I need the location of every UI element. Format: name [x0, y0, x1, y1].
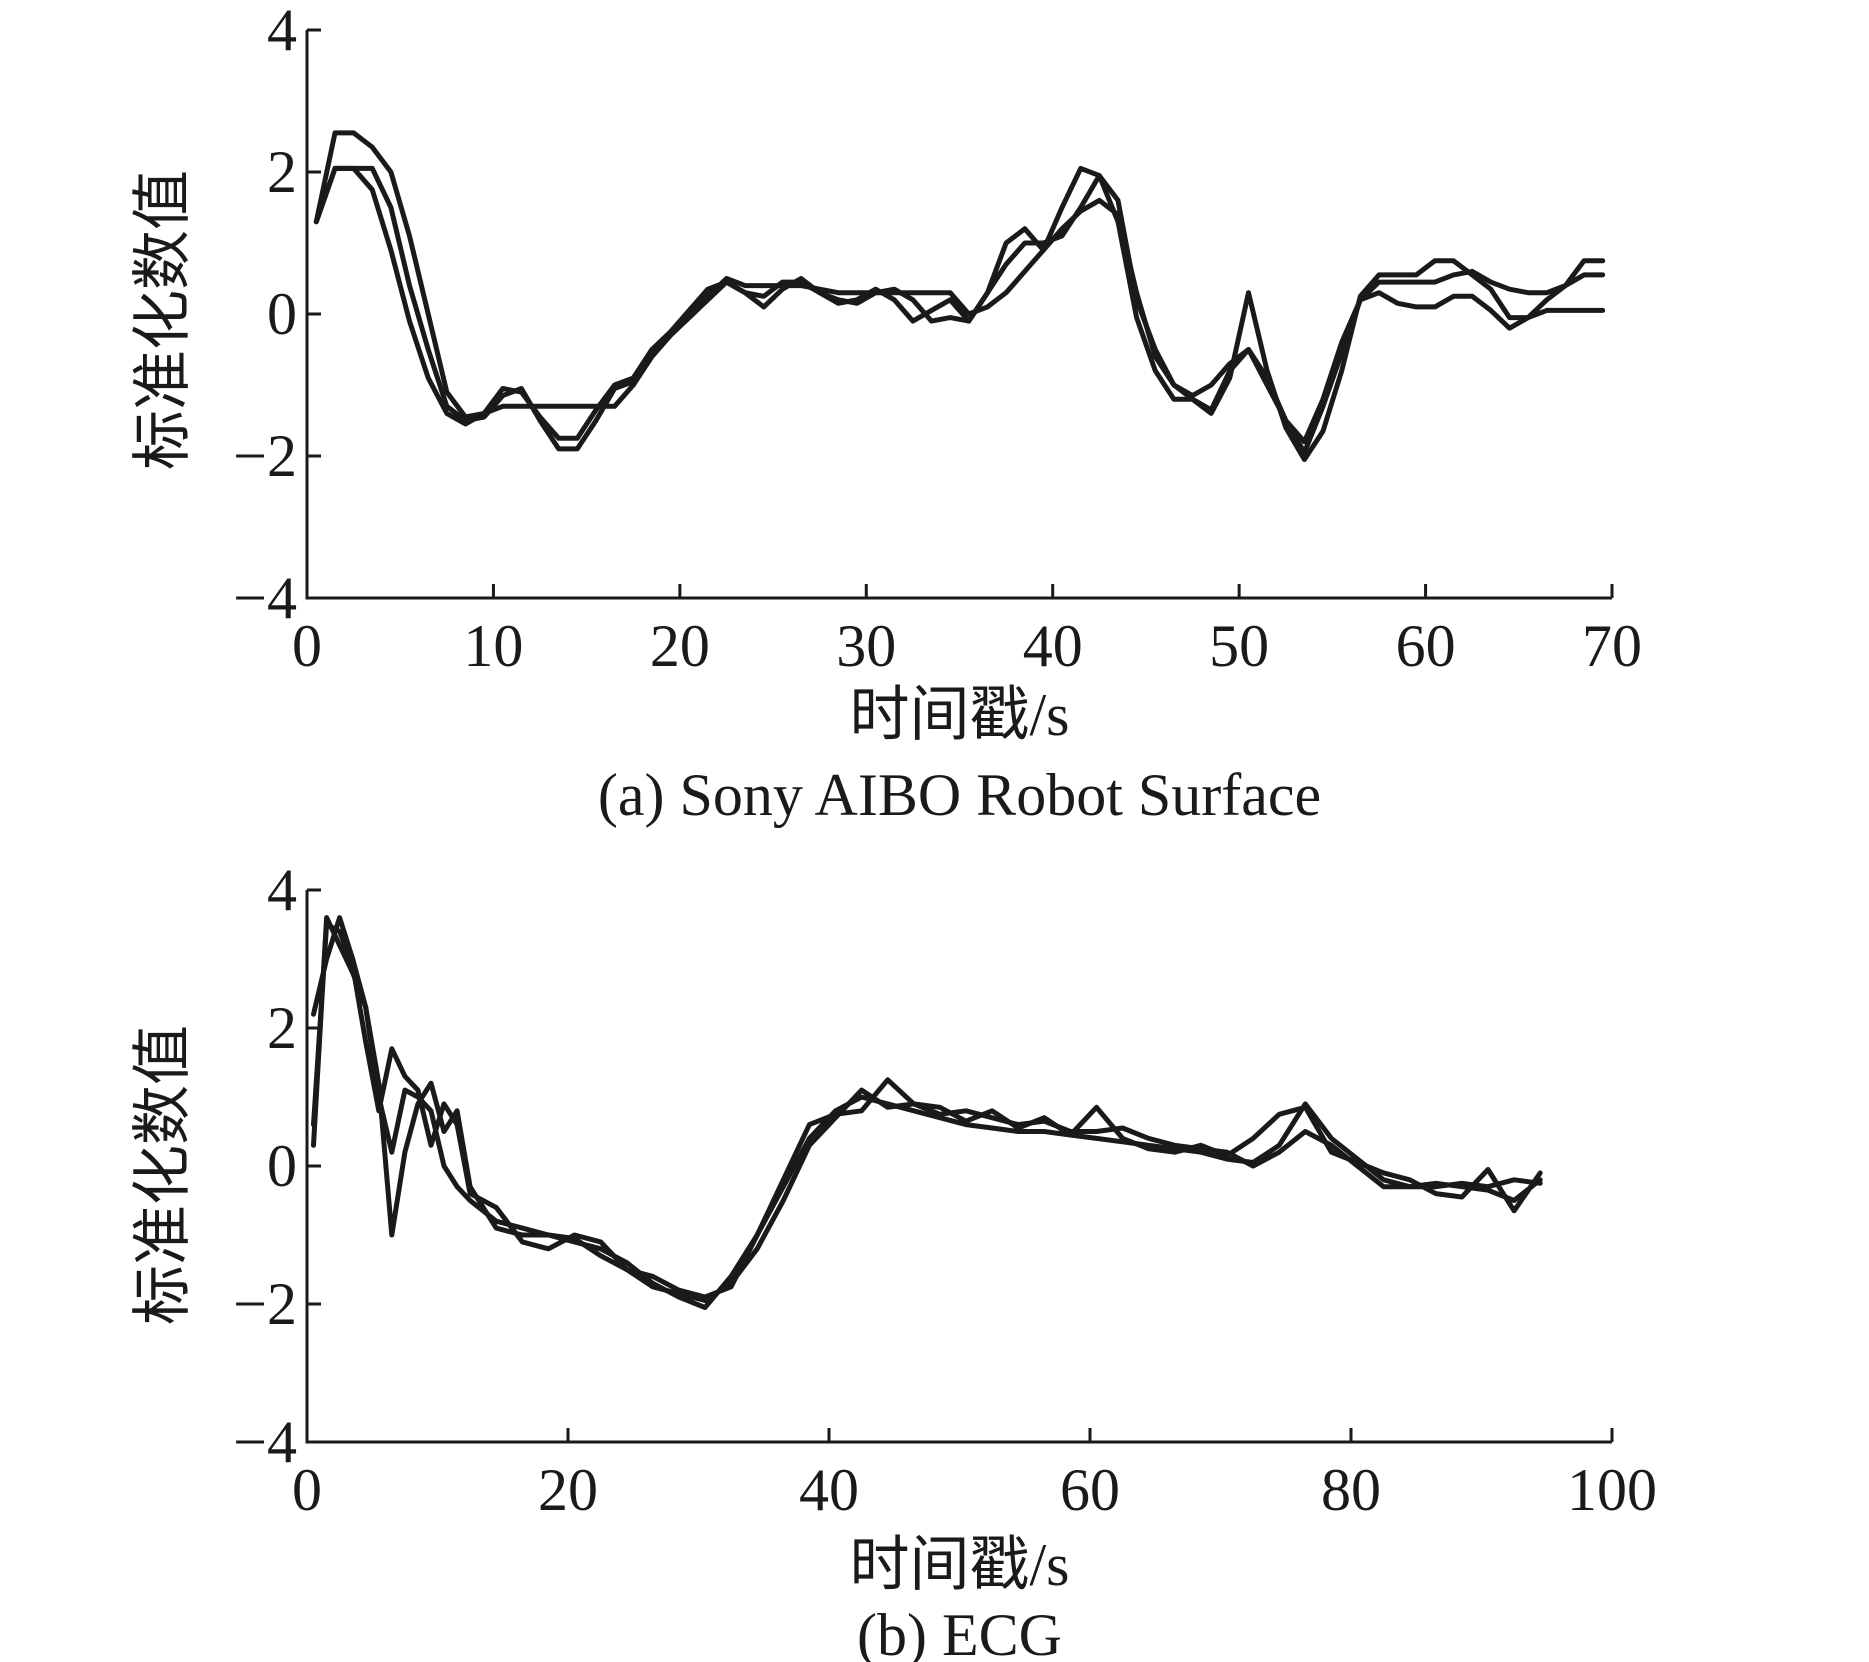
panel-a-ytick-label: 2 [267, 139, 297, 205]
panel-b-caption: (b) ECG [857, 1602, 1062, 1662]
panel-b-series-3-line [311, 922, 1543, 1300]
panel-a-ytick-label: 0 [267, 281, 297, 347]
panel-b-series-1-line [311, 915, 1543, 1310]
panel-b-ytick-label: 4 [267, 857, 297, 923]
panel-a-xtick-label: 40 [1023, 613, 1083, 679]
panel-a-ylabel: 标准化数值 [130, 170, 196, 470]
panel-a-series-3-line [313, 165, 1606, 462]
panel-b-xtick-label: 20 [538, 1457, 598, 1523]
panel-b-series-2-line [311, 915, 1543, 1303]
panel-b-xtick-label: 80 [1321, 1457, 1381, 1523]
panel-b-axes [305, 890, 1612, 1444]
panel-b-ylabel: 标准化数值 [130, 1025, 196, 1325]
panel-b-xtick-label: 40 [799, 1457, 859, 1523]
panel-b-series [311, 915, 1543, 1310]
panel-b-xlabel: 时间戳/s [849, 1532, 1069, 1598]
panel-a-series [313, 130, 1606, 462]
panel-a-xtick-label: 50 [1209, 613, 1269, 679]
panel-a-xtick-label: 70 [1582, 613, 1642, 679]
panel-a-xtick-label: 60 [1396, 613, 1456, 679]
panel-b-ytick-label: 2 [267, 995, 297, 1061]
panel-a-ytick-label: −2 [233, 423, 297, 489]
panel-a-caption: (a) Sony AIBO Robot Surface [598, 762, 1321, 828]
panel-a-ytick-label: 4 [267, 0, 297, 63]
panel-a-xtick-label: 0 [292, 613, 322, 679]
panel-a-xtick-label: 30 [836, 613, 896, 679]
panel-b-xtick-label: 100 [1567, 1457, 1657, 1523]
panel-b-ytick-label: −2 [233, 1271, 297, 1337]
panel-b-xtick-label: 60 [1060, 1457, 1120, 1523]
panel-b-xtick-label: 0 [292, 1457, 322, 1523]
panel-a-xtick-label: 20 [650, 613, 710, 679]
panel-a-xlabel: 时间戳/s [849, 682, 1069, 748]
panel-a-xtick-label: 10 [463, 613, 523, 679]
panel-a-ytick-label: −4 [233, 565, 297, 631]
panel-b-ytick-label: −4 [233, 1409, 297, 1475]
panel-b-ytick-label: 0 [267, 1133, 297, 1199]
